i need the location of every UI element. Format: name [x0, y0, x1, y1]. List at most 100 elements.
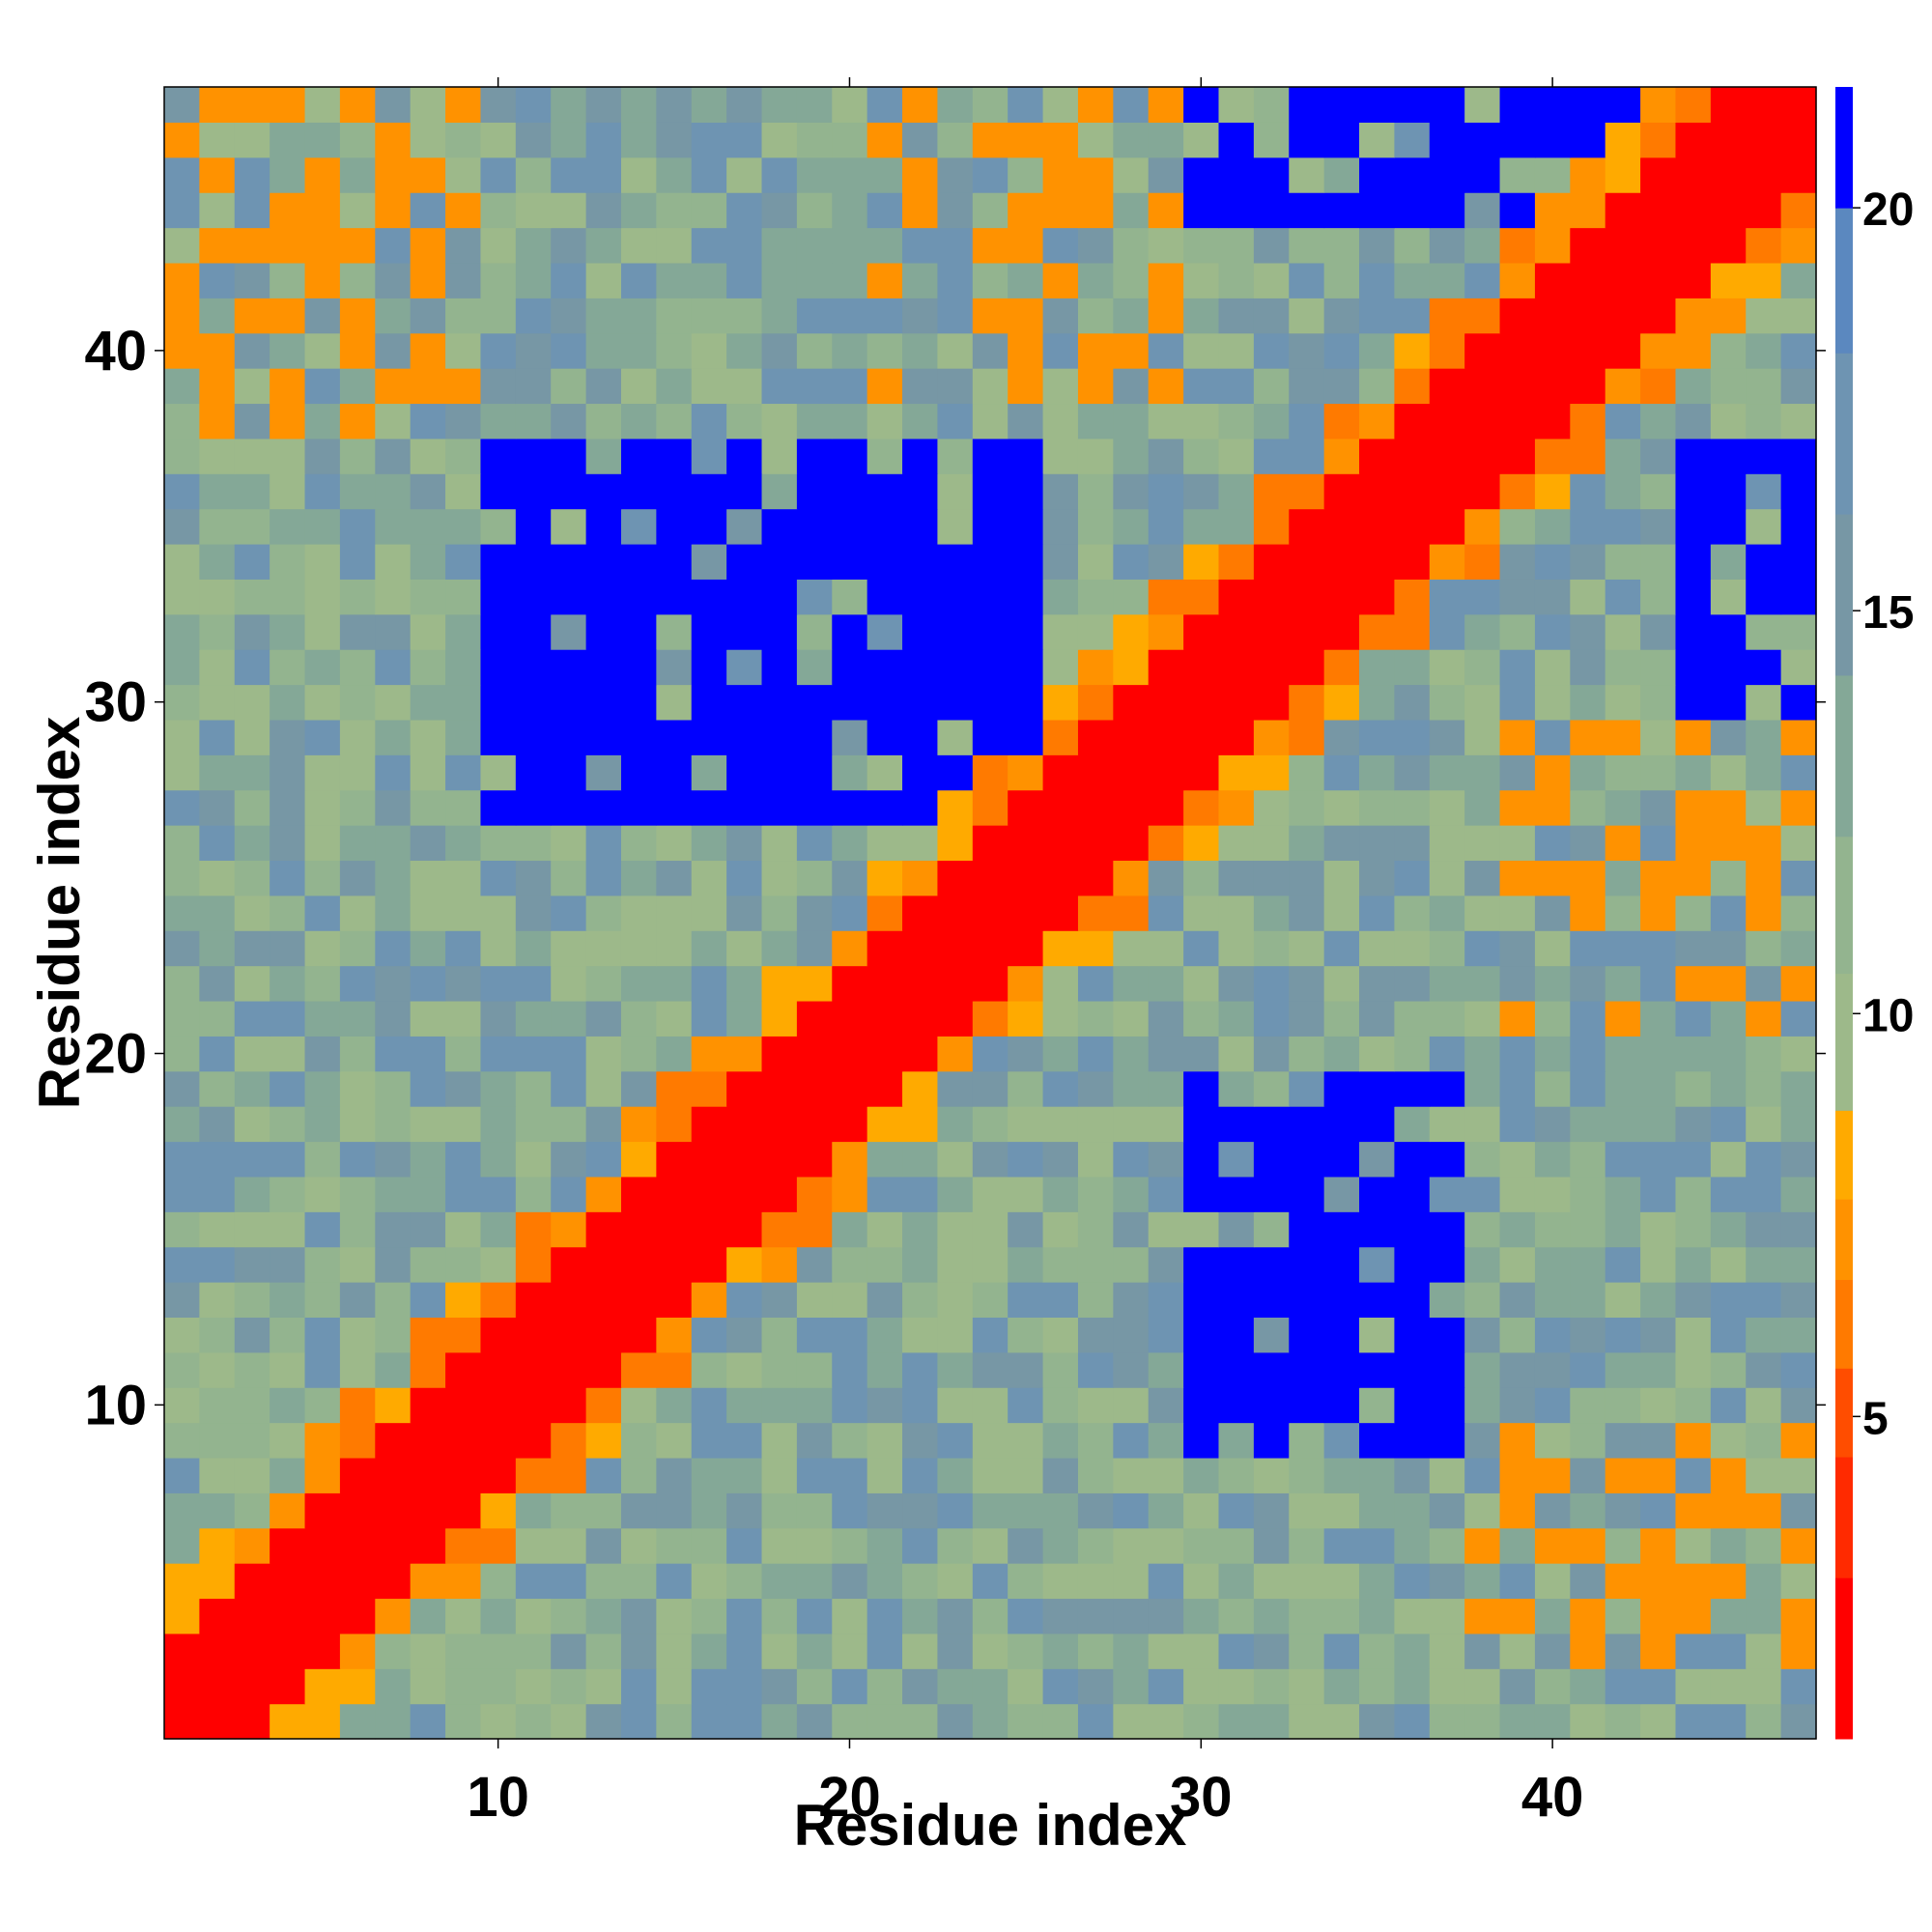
- heatmap-cell: [1429, 192, 1465, 229]
- heatmap-cell: [972, 192, 1009, 229]
- heatmap-cell: [1042, 1633, 1079, 1669]
- heatmap-cell: [1359, 1387, 1395, 1424]
- heatmap-cell: [480, 1282, 517, 1318]
- heatmap-cell: [691, 1317, 727, 1353]
- heatmap-cell: [656, 473, 693, 510]
- heatmap-cell: [832, 1070, 868, 1107]
- heatmap-cell: [304, 825, 341, 862]
- heatmap-cell: [972, 930, 1009, 967]
- heatmap-cell: [1323, 543, 1360, 580]
- heatmap-cell: [199, 1282, 236, 1318]
- heatmap-cell: [1780, 1351, 1817, 1388]
- heatmap-cell: [164, 332, 200, 369]
- heatmap-cell: [1710, 1457, 1747, 1493]
- heatmap-cell: [1429, 789, 1465, 826]
- heatmap-cell: [1464, 438, 1501, 474]
- heatmap-cell: [1640, 87, 1677, 123]
- heatmap-cell: [1008, 1246, 1044, 1283]
- heatmap-cell: [1323, 1176, 1360, 1212]
- heatmap-cell: [1148, 156, 1184, 193]
- heatmap-cell: [1605, 1211, 1641, 1248]
- heatmap-cell: [1464, 1492, 1501, 1529]
- heatmap-cell: [620, 1668, 657, 1705]
- heatmap-cell: [234, 649, 270, 686]
- heatmap-cell: [480, 684, 517, 721]
- heatmap-cell: [1008, 1703, 1044, 1740]
- heatmap-cell: [1113, 1633, 1150, 1669]
- heatmap-cell: [585, 965, 622, 1002]
- heatmap-cell: [199, 403, 236, 440]
- heatmap-cell: [1113, 684, 1150, 721]
- heatmap-cell: [1534, 1563, 1571, 1600]
- heatmap-cell: [515, 930, 552, 967]
- heatmap-cell: [1077, 1036, 1114, 1072]
- heatmap-cell: [1218, 1703, 1255, 1740]
- heatmap-cell: [551, 262, 587, 298]
- heatmap-cell: [867, 1176, 903, 1212]
- heatmap-cell: [1710, 262, 1747, 298]
- heatmap-cell: [1780, 543, 1817, 580]
- heatmap-cell: [1042, 1457, 1079, 1493]
- heatmap-cell: [339, 508, 376, 545]
- heatmap-cell: [1675, 1246, 1712, 1283]
- heatmap-cell: [1464, 192, 1501, 229]
- heatmap-cell: [1148, 87, 1184, 123]
- heatmap-cell: [1323, 684, 1360, 721]
- heatmap-cell: [1394, 1387, 1431, 1424]
- heatmap-cell: [551, 403, 587, 440]
- heatmap-cell: [375, 965, 412, 1002]
- heatmap-cell: [1394, 1351, 1431, 1388]
- heatmap-cell: [1570, 613, 1606, 650]
- heatmap-cell: [304, 1422, 341, 1459]
- heatmap-cell: [691, 332, 727, 369]
- heatmap-cell: [585, 719, 622, 755]
- heatmap-cell: [375, 860, 412, 896]
- heatmap-cell: [445, 1527, 482, 1564]
- heatmap-cell: [972, 684, 1009, 721]
- heatmap-cell: [1077, 1106, 1114, 1143]
- heatmap-cell: [1077, 1387, 1114, 1424]
- heatmap-cell: [867, 1351, 903, 1388]
- heatmap-cell: [339, 192, 376, 229]
- heatmap-cell: [796, 1351, 833, 1388]
- heatmap-cell: [1746, 1492, 1782, 1529]
- heatmap-cell: [1218, 895, 1255, 931]
- heatmap-cell: [867, 1457, 903, 1493]
- heatmap-cell: [1640, 156, 1677, 193]
- heatmap-cell: [937, 1106, 974, 1143]
- heatmap-cell: [1605, 684, 1641, 721]
- heatmap-cell: [480, 1668, 517, 1705]
- heatmap-cell: [867, 1598, 903, 1634]
- heatmap-cell: [480, 930, 517, 967]
- heatmap-cell: [761, 192, 798, 229]
- heatmap-cell: [1253, 684, 1290, 721]
- heatmap-cell: [1359, 1668, 1395, 1705]
- heatmap-cell: [480, 1317, 517, 1353]
- heatmap-cell: [551, 368, 587, 405]
- heatmap-cell: [972, 860, 1009, 896]
- heatmap-cell: [164, 227, 200, 264]
- heatmap-cell: [375, 1246, 412, 1283]
- heatmap-cell: [1429, 227, 1465, 264]
- heatmap-cell: [620, 965, 657, 1002]
- heatmap-cell: [1499, 1492, 1536, 1529]
- heatmap-cell: [1394, 1422, 1431, 1459]
- heatmap-cell: [1605, 543, 1641, 580]
- heatmap-cell: [1675, 930, 1712, 967]
- heatmap-cell: [832, 438, 868, 474]
- heatmap-cell: [1499, 754, 1536, 791]
- heatmap-cell: [937, 1317, 974, 1353]
- heatmap-cell: [1394, 1141, 1431, 1178]
- heatmap-cell: [480, 1457, 517, 1493]
- heatmap-cell: [1218, 1492, 1255, 1529]
- heatmap-cell: [796, 1457, 833, 1493]
- heatmap-cell: [1429, 1176, 1465, 1212]
- heatmap-cell: [585, 1457, 622, 1493]
- heatmap-cell: [1042, 825, 1079, 862]
- heatmap-cell: [761, 122, 798, 158]
- heatmap-cell: [726, 1668, 763, 1705]
- heatmap-cell: [1605, 789, 1641, 826]
- heatmap-cell: [515, 895, 552, 931]
- heatmap-cell: [1359, 1106, 1395, 1143]
- heatmap-cell: [1323, 825, 1360, 862]
